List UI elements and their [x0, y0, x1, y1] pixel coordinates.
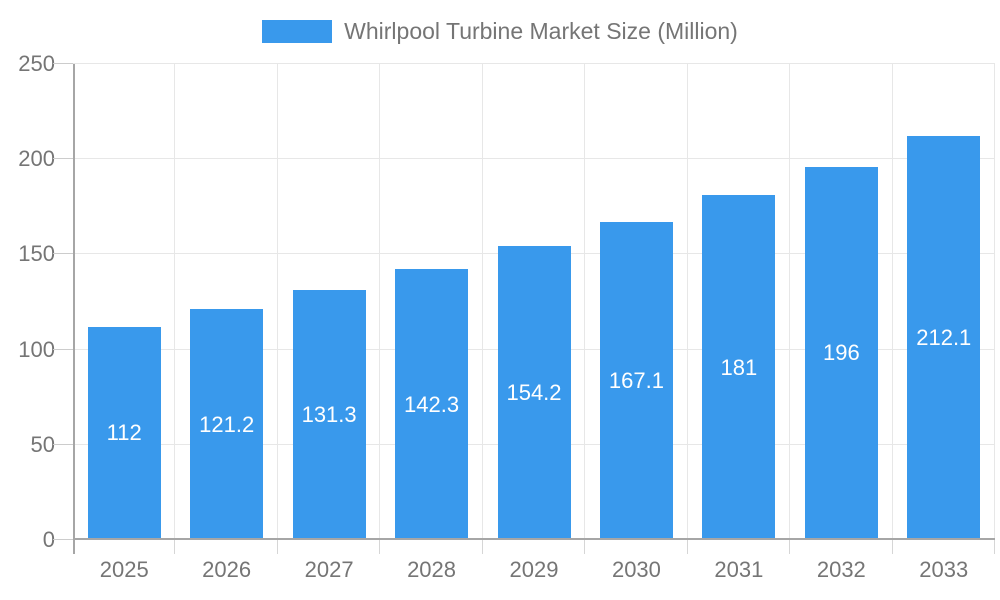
- x-axis-label: 2031: [714, 557, 764, 582]
- bar[interactable]: 142.3: [395, 269, 469, 540]
- y-axis-label: 50: [30, 431, 55, 457]
- x-axis-line: [73, 538, 995, 540]
- x-tick-mark: [686, 540, 688, 554]
- x-tick-mark: [789, 540, 791, 554]
- x-tick-mark: [481, 540, 483, 554]
- y-axis-label: 250: [18, 51, 55, 76]
- x-gridline: [379, 64, 381, 540]
- x-axis-label: 2033: [919, 557, 969, 582]
- y-gridline: [73, 63, 995, 64]
- x-gridline: [584, 64, 586, 540]
- y-tick-mark: [53, 63, 73, 64]
- legend-label: Whirlpool Turbine Market Size (Million): [344, 18, 738, 44]
- x-gridline: [174, 64, 176, 540]
- bar-value-label: 167.1: [608, 367, 664, 393]
- bar[interactable]: 181: [702, 195, 776, 540]
- bar-value-label: 154.2: [506, 380, 562, 406]
- x-axis-label: 2030: [611, 557, 661, 582]
- bar[interactable]: 154.2: [497, 246, 571, 540]
- bar[interactable]: 131.3: [292, 290, 366, 540]
- x-gridline: [481, 64, 483, 540]
- x-tick-mark: [891, 540, 893, 554]
- y-axis-label: 150: [18, 241, 55, 267]
- bar-value-label: 131.3: [301, 402, 357, 427]
- y-gridline: [73, 158, 995, 160]
- y-tick-mark: [53, 539, 73, 540]
- chart-legend[interactable]: Whirlpool Turbine Market Size (Million): [0, 20, 1000, 43]
- y-axis-label: 0: [42, 527, 55, 552]
- y-axis-label: 200: [18, 146, 55, 172]
- plot-area: 112 121.2 131.3 142.3 154.2 167.1 181 196 212.1: [53, 63, 995, 554]
- x-axis-label: 2032: [816, 557, 866, 582]
- x-axis-label: 2029: [509, 557, 559, 582]
- bar[interactable]: 112: [87, 326, 161, 540]
- x-tick-mark: [379, 540, 381, 554]
- bar-value-label: 196: [822, 340, 860, 366]
- bar-value-label: 142.3: [404, 391, 460, 417]
- x-tick-mark: [994, 540, 995, 554]
- bar-value-label: 112: [106, 420, 142, 446]
- bar[interactable]: 167.1: [599, 221, 673, 540]
- y-axis-label: 100: [18, 336, 55, 362]
- legend-swatch-icon: [262, 20, 333, 43]
- x-gridline: [276, 64, 278, 540]
- x-gridline: [891, 64, 893, 540]
- y-tick-mark: [53, 158, 73, 160]
- x-gridline: [686, 64, 688, 540]
- x-tick-mark: [174, 540, 176, 554]
- bar[interactable]: 121.2: [190, 309, 264, 540]
- bar-value-label: 212.1: [916, 325, 972, 351]
- y-tick-mark: [53, 253, 73, 255]
- x-tick-mark: [584, 540, 586, 554]
- x-axis-label: 2025: [99, 557, 149, 582]
- y-axis-line: [73, 64, 75, 554]
- bar[interactable]: 212.1: [907, 136, 981, 540]
- y-tick-mark: [53, 348, 73, 350]
- x-axis-label: 2026: [202, 557, 252, 582]
- x-gridline: [789, 64, 791, 540]
- x-axis-label: 2027: [304, 557, 354, 582]
- x-axis-label: 2028: [407, 557, 457, 582]
- bar-value-label: 181: [720, 354, 758, 380]
- x-gridline: [994, 64, 995, 540]
- x-tick-mark: [276, 540, 278, 554]
- y-tick-mark: [53, 443, 73, 445]
- bar[interactable]: 196: [804, 166, 878, 540]
- bar-value-label: 121.2: [199, 411, 255, 437]
